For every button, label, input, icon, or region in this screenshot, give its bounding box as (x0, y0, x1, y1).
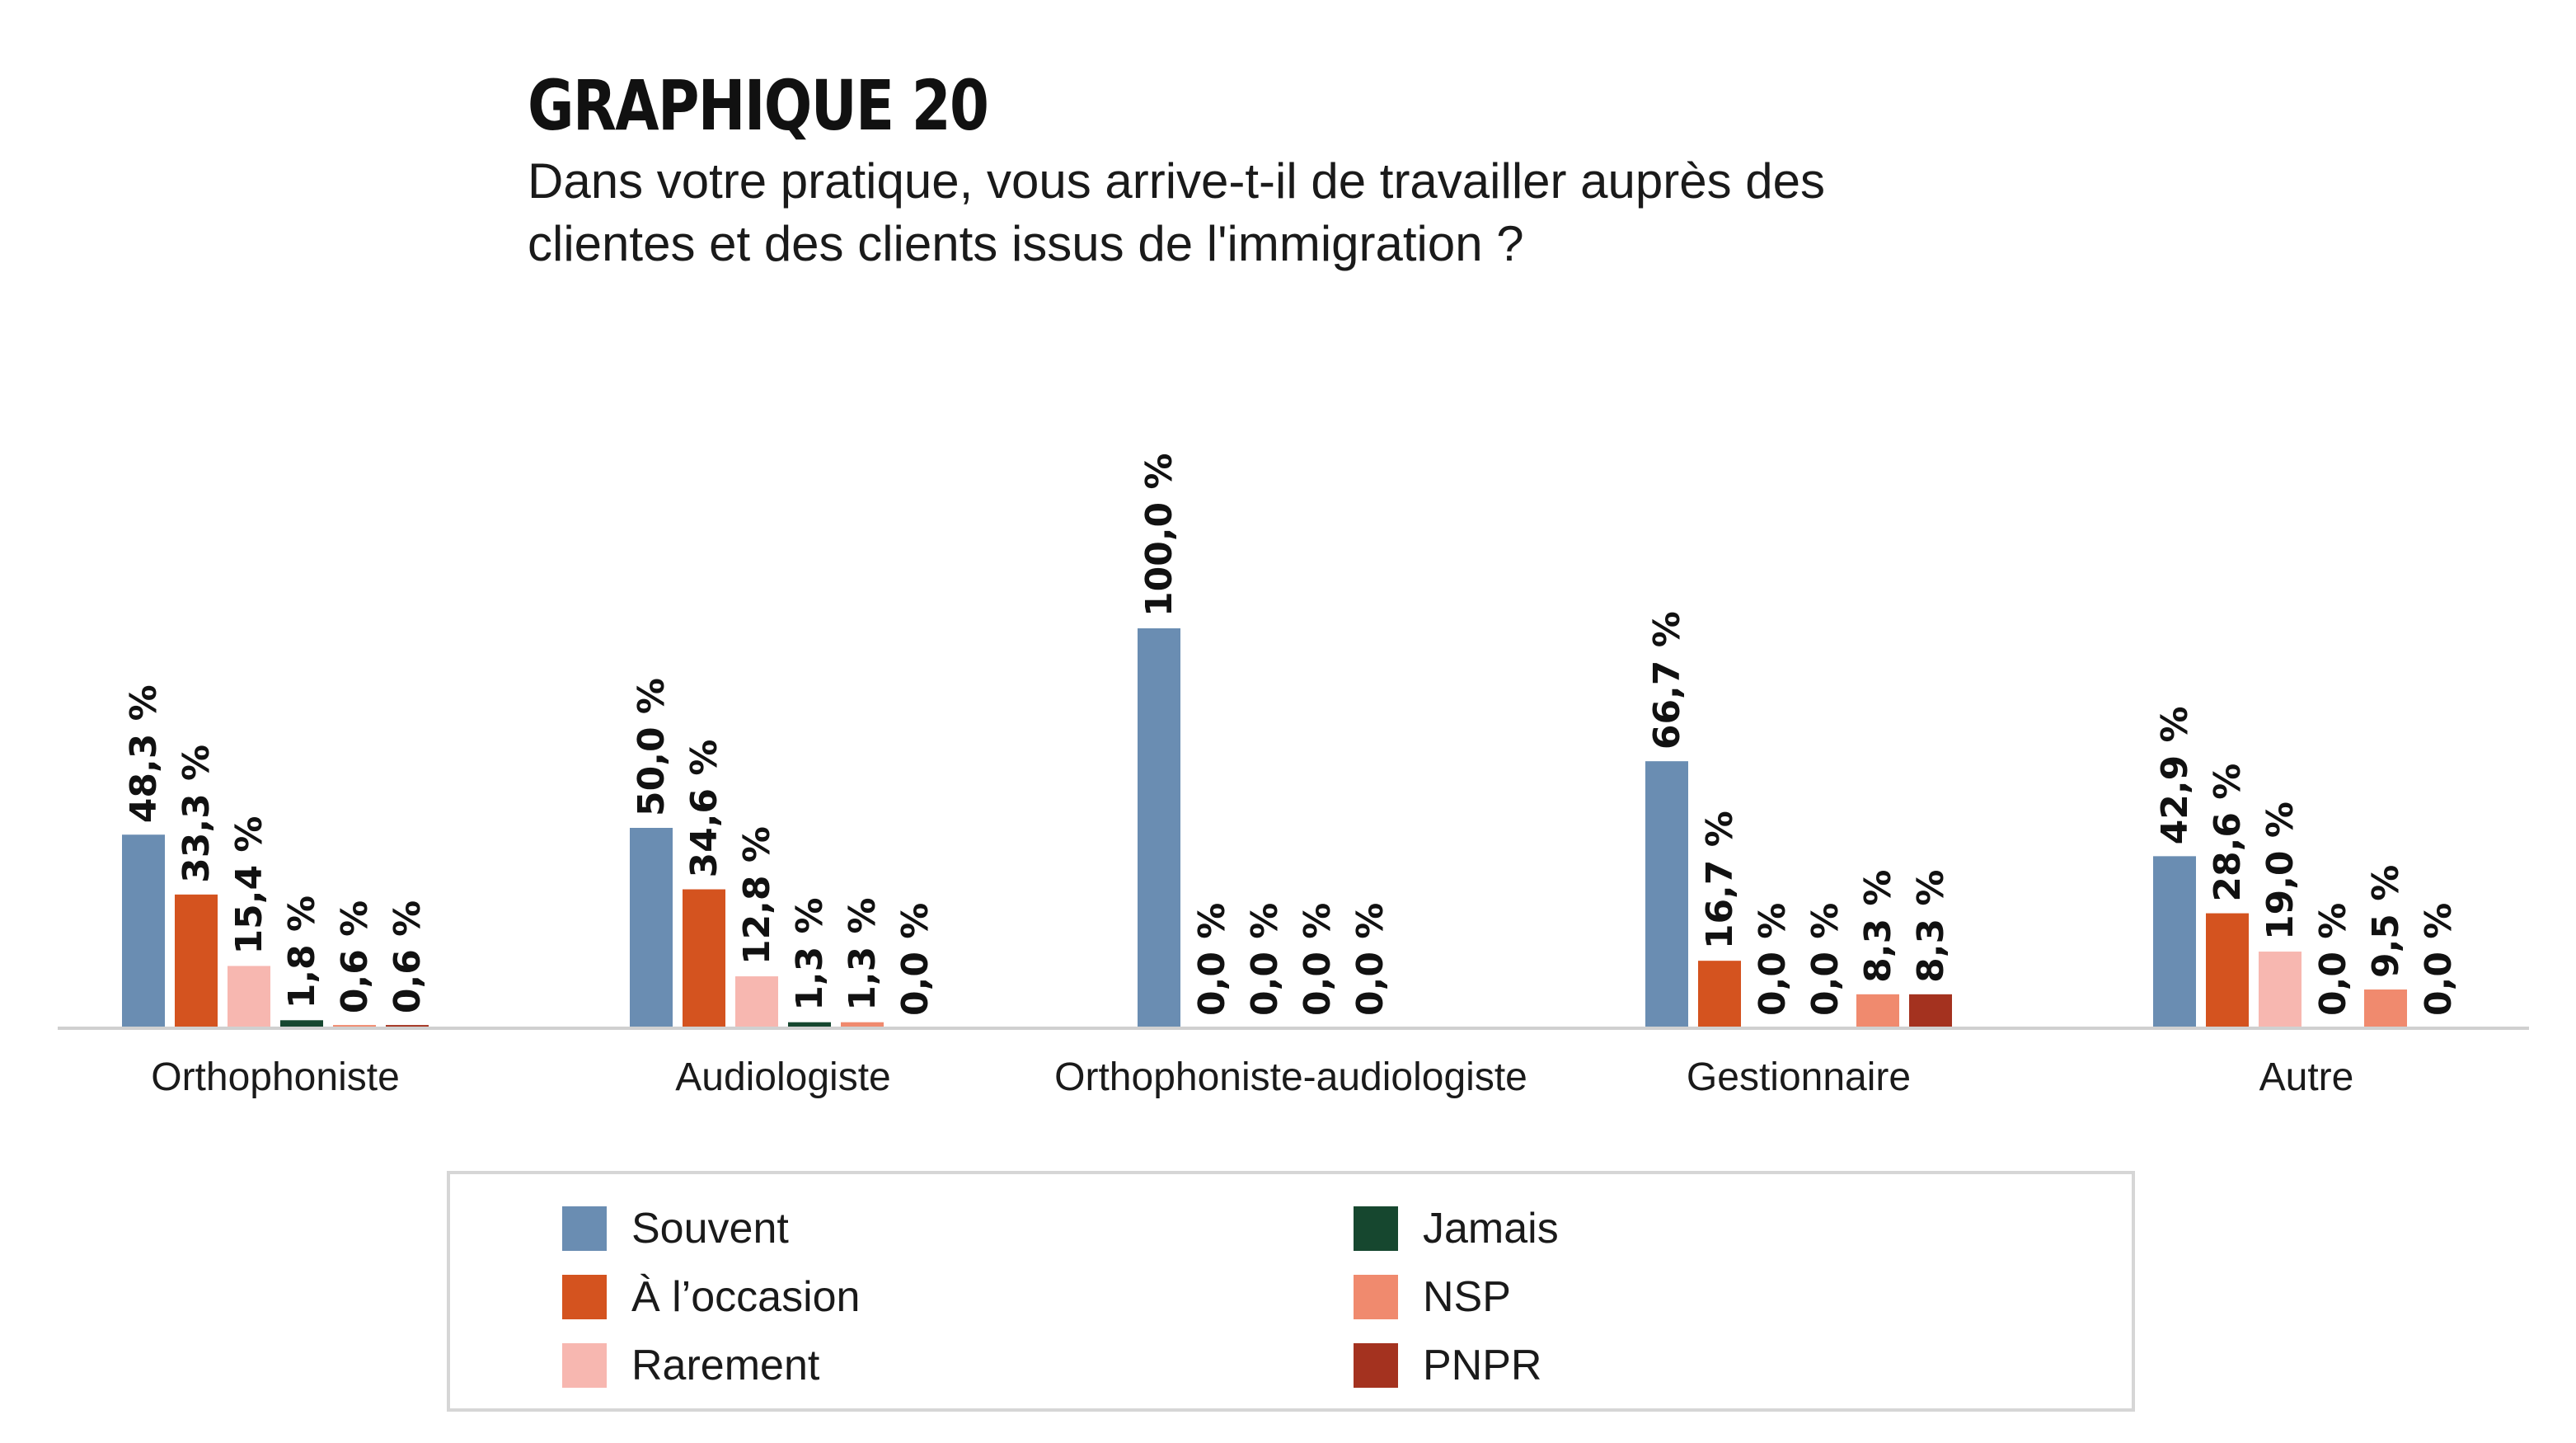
bar-audiologiste-nsp (841, 1022, 884, 1027)
bar-audiologiste-souvent (630, 828, 673, 1027)
title-block: GRAPHIQUE 20 Dans votre pratique, vous a… (528, 66, 2094, 275)
data-label-audiologiste-souvent: 50,0 % (631, 678, 673, 816)
bar-gestionnaire-nsp (1856, 994, 1899, 1027)
legend-label-rarement: Rarement (631, 1342, 820, 1389)
data-label-autre-nsp: 9,5 % (2365, 865, 2407, 978)
data-label-gestionnaire-souvent: 66,7 % (1646, 611, 1688, 750)
bar-group-gestionnaire: 66,7 % 16,7 % 0,0 % 0,0 % 8,3 % 8,3 % (1645, 611, 1952, 1027)
bar-orthophoniste-pnpr (386, 1025, 429, 1027)
data-label-orthophoniste-souvent: 48,3 % (123, 684, 165, 823)
bar-autre-a-l-occasion (2206, 913, 2249, 1027)
legend: Souvent À l’occasion Rarement Jamais NSP… (447, 1171, 2135, 1412)
legend-item-jamais: Jamais (1354, 1204, 1559, 1253)
data-label-gestionnaire-rarement: 0,0 % (1752, 903, 1794, 1016)
bar-autre-souvent (2153, 856, 2196, 1027)
x-tick-label-autre: Autre (2259, 1055, 2354, 1099)
legend-label-souvent: Souvent (631, 1205, 789, 1253)
data-label-gestionnaire-jamais: 0,0 % (1804, 903, 1846, 1016)
data-label-orthophoniste-rarement: 15,4 % (228, 816, 270, 954)
data-label-orthophoniste-jamais: 1,8 % (281, 895, 323, 1008)
legend-item-pnpr: PNPR (1354, 1341, 1541, 1390)
bar-gestionnaire-a-l-occasion (1698, 961, 1741, 1027)
data-label-autre-souvent: 42,9 % (2154, 706, 2196, 844)
legend-item-nsp: NSP (1354, 1272, 1511, 1322)
legend-swatch-a-loccasion (562, 1275, 607, 1319)
data-label-autre-a-l-occasion: 28,6 % (2207, 764, 2249, 902)
data-label-orthophoniste-a-l-occasion: 33,3 % (176, 745, 218, 883)
x-tick-label-gestionnaire: Gestionnaire (1687, 1055, 1911, 1099)
data-label-gestionnaire-nsp: 8,3 % (1857, 869, 1899, 982)
data-label-orthophoniste-nsp: 0,6 % (334, 900, 376, 1013)
bar-orthophoniste-audiologiste-souvent (1138, 628, 1180, 1027)
data-label-orthophoniste-audiologiste-rarement: 0,0 % (1244, 903, 1286, 1016)
data-label-autre-jamais: 0,0 % (2312, 903, 2354, 1016)
bar-group-orthophoniste-audiologiste: 100,0 %0,0 % 0,0 % 0,0 % 0,0 % (1138, 453, 1391, 1027)
bar-orthophoniste-rarement (228, 966, 270, 1027)
bar-audiologiste-jamais (788, 1022, 831, 1027)
data-label-gestionnaire-a-l-occasion: 16,7 % (1699, 811, 1741, 949)
data-label-orthophoniste-audiologiste-jamais: 0,0 % (1297, 903, 1339, 1016)
legend-label-jamais: Jamais (1423, 1205, 1559, 1253)
bar-orthophoniste-nsp (333, 1025, 376, 1027)
data-label-audiologiste-rarement: 12,8 % (736, 826, 778, 965)
legend-item-a-loccasion: À l’occasion (562, 1272, 860, 1322)
data-label-autre-rarement: 19,0 % (2259, 801, 2302, 940)
legend-label-nsp: NSP (1423, 1273, 1511, 1321)
legend-label-a-loccasion: À l’occasion (631, 1273, 861, 1321)
data-label-audiologiste-a-l-occasion: 34,6 % (683, 740, 725, 878)
bar-autre-rarement (2259, 952, 2302, 1027)
data-label-autre-pnpr: 0,0 % (2418, 903, 2460, 1016)
x-tick-label-audiologiste: Audiologiste (675, 1055, 891, 1099)
legend-swatch-pnpr (1354, 1343, 1398, 1388)
legend-swatch-nsp (1354, 1275, 1398, 1319)
x-tick-label-orthophoniste: Orthophoniste (151, 1055, 400, 1099)
data-label-audiologiste-pnpr: 0,0 % (894, 903, 936, 1016)
bar-chart: 48,3 % 33,3 %15,4 % 1,8 % 0,6 % 0,6 % Orthoph… (58, 453, 2529, 1099)
chart-title: GRAPHIQUE 20 (528, 65, 989, 146)
bar-gestionnaire-pnpr (1909, 994, 1952, 1027)
data-label-audiologiste-jamais: 1,3 % (789, 897, 831, 1010)
x-tick-label-orthophoniste-audiologiste: Orthophoniste-audiologiste (1054, 1055, 1527, 1099)
bar-orthophoniste-a-l-occasion (175, 894, 218, 1027)
legend-swatch-souvent (562, 1206, 607, 1251)
bar-orthophoniste-souvent (122, 834, 165, 1027)
bar-group-autre: 42,9 % 28,6 % 19,0 %0,0 % 9,5 % 0,0 % (2153, 706, 2460, 1027)
data-label-orthophoniste-audiologiste-nsp: 0,0 % (1349, 903, 1391, 1016)
data-label-orthophoniste-audiologiste-souvent: 100,0 % (1138, 453, 1180, 617)
bar-audiologiste-rarement (735, 976, 778, 1027)
chart-subtitle: Dans votre pratique, vous arrive-t-il de… (528, 153, 1826, 271)
bar-audiologiste-a-l-occasion (683, 889, 725, 1027)
data-label-gestionnaire-pnpr: 8,3 % (1910, 869, 1952, 982)
legend-item-souvent: Souvent (562, 1204, 789, 1253)
legend-swatch-rarement (562, 1343, 607, 1388)
bar-autre-nsp (2364, 989, 2407, 1027)
bar-orthophoniste-jamais (280, 1020, 323, 1027)
data-label-audiologiste-nsp: 1,3 % (842, 897, 884, 1010)
legend-item-rarement: Rarement (562, 1341, 819, 1390)
data-label-orthophoniste-pnpr: 0,6 % (387, 900, 429, 1013)
bar-group-audiologiste: 50,0 % 34,6 %12,8 % 1,3 % 1,3 % 0,0 % (630, 678, 936, 1027)
bar-group-orthophoniste: 48,3 % 33,3 %15,4 % 1,8 % 0,6 % 0,6 % (122, 684, 429, 1027)
bar-gestionnaire-souvent (1645, 761, 1688, 1027)
legend-label-pnpr: PNPR (1423, 1342, 1542, 1389)
legend-swatch-jamais (1354, 1206, 1398, 1251)
data-label-orthophoniste-audiologiste-a-l-occasion: 0,0 % (1191, 903, 1233, 1016)
